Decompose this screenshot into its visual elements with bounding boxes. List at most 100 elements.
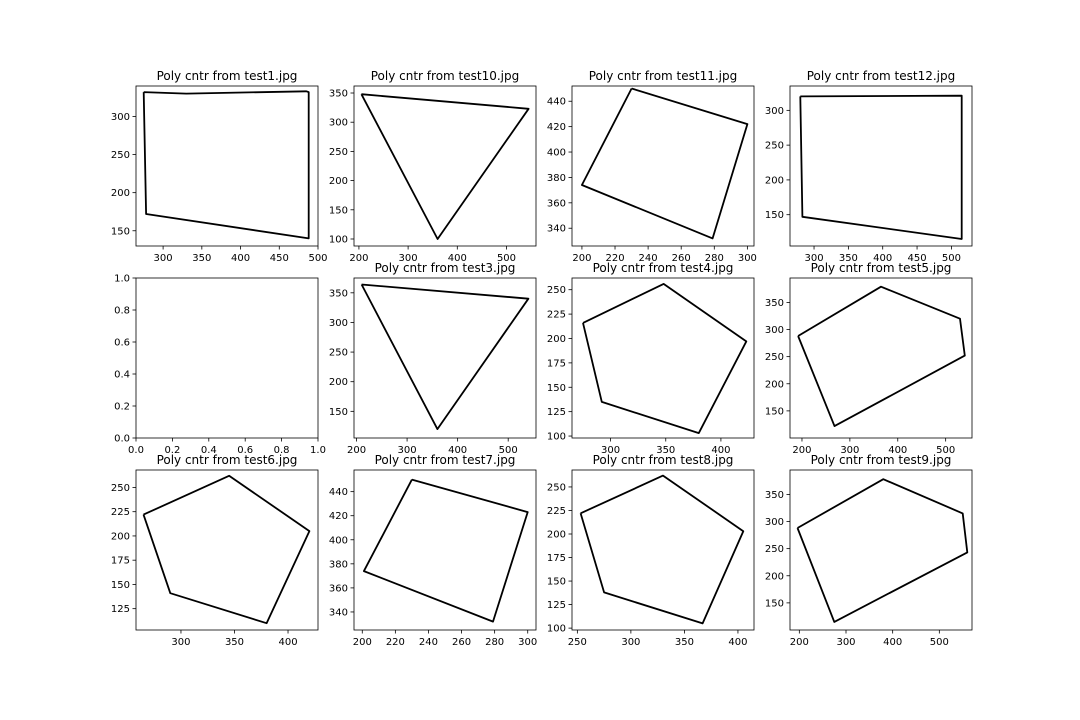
x-tick-label: 220 [386,637,405,648]
y-tick-label: 0.2 [114,402,130,413]
axes-frame [353,277,537,439]
y-tick-label: 400 [547,148,566,159]
x-tick-label: 350 [225,637,244,648]
x-tick-label: 400 [711,445,730,456]
y-tick-label: 250 [329,147,348,158]
y-tick-label: 440 [329,487,348,498]
y-tick-label: 225 [547,310,566,321]
polygon-contour-line [360,93,530,240]
x-tick-label: 200 [792,445,811,456]
y-tick-label: 150 [547,383,566,394]
subplot-7: Poly cntr from test4.jpg 300 350 400 100 125 1… [547,261,755,456]
x-tick-label: 300 [738,253,757,264]
y-tick-label: 0.8 [114,306,130,317]
y-tick-label: 350 [765,298,784,309]
axes-frame [135,469,319,631]
y-tick-label: 150 [547,577,566,588]
y-tick-label: 100 [547,432,566,443]
y-tick-label: 300 [765,325,784,336]
subplot-title: Poly cntr from test3.jpg [375,261,516,275]
x-tick-label: 500 [497,253,516,264]
x-tick-label: 500 [942,253,961,264]
x-tick-label: 400 [883,637,902,648]
subplot-title: Poly cntr from test11.jpg [589,69,738,83]
y-tick-label: 250 [547,285,566,296]
y-tick-label: 380 [329,559,348,570]
y-tick-label: 150 [329,407,348,418]
x-tick-label: 280 [705,253,724,264]
x-tick-label: 0.8 [274,445,290,456]
y-tick-label: 225 [547,506,566,517]
x-tick-label: 350 [192,253,211,264]
subplot-title: Poly cntr from test12.jpg [807,69,956,83]
y-tick-label: 200 [765,175,784,186]
y-tick-label: 150 [765,210,784,221]
y-tick-label: 250 [329,348,348,359]
polygon-contour-line [796,478,969,623]
y-tick-label: 200 [547,334,566,345]
subplot-11: Poly cntr from test8.jpg 250 300 350 400 100 1… [547,453,755,648]
subplot-5: 0.0 0.2 0.4 0.6 0.8 1.0 0.0 0.2 0.4 0.6 0.8 1.0 [114,274,326,457]
subplot-title: Poly cntr from test4.jpg [593,261,734,275]
y-tick-label: 250 [111,150,130,161]
y-tick-label: 440 [547,97,566,108]
x-tick-label: 400 [278,637,297,648]
y-tick-label: 200 [765,379,784,390]
polygon-contour-line [362,478,529,623]
y-tick-label: 1.0 [114,274,130,285]
subplot-4: Poly cntr from test12.jpg 300 350 400 450 500… [765,69,973,264]
subplot-title: Poly cntr from test7.jpg [375,453,516,467]
y-tick-label: 0.0 [114,434,130,445]
x-tick-label: 450 [908,253,927,264]
y-tick-label: 350 [329,288,348,299]
y-tick-label: 125 [111,604,130,615]
x-tick-label: 200 [790,637,809,648]
x-tick-label: 300 [836,637,855,648]
y-tick-label: 340 [329,607,348,618]
x-tick-label: 200 [353,637,372,648]
y-tick-label: 250 [765,352,784,363]
x-tick-label: 300 [601,445,620,456]
x-tick-label: 300 [154,253,173,264]
axes-frame [789,277,973,439]
x-tick-label: 250 [568,637,587,648]
subplot-12: Poly cntr from test9.jpg 200 300 400 500 150 2… [765,453,973,648]
x-tick-label: 0.4 [201,445,217,456]
x-tick-label: 300 [171,637,190,648]
y-tick-label: 300 [329,318,348,329]
x-tick-label: 400 [888,445,907,456]
y-tick-label: 150 [329,205,348,216]
y-tick-label: 0.4 [114,370,130,381]
x-tick-label: 0.2 [164,445,180,456]
axes-frame [571,277,755,439]
x-tick-label: 200 [572,253,591,264]
y-tick-label: 380 [547,173,566,184]
axes-frame [135,85,319,247]
polygon-contour-line [582,282,748,435]
polygon-contour-line [799,94,963,240]
subplot-10: Poly cntr from test7.jpg 200 220 240 260 280 3… [329,453,537,648]
x-tick-label: 400 [448,445,467,456]
y-tick-label: 200 [329,176,348,187]
subplot-title: Poly cntr from test6.jpg [157,453,298,467]
y-tick-label: 300 [329,118,348,129]
y-tick-label: 200 [111,531,130,542]
y-tick-label: 125 [547,600,566,611]
axes-frame [789,469,973,631]
x-tick-label: 300 [621,637,640,648]
subplot-title: Poly cntr from test8.jpg [593,453,734,467]
x-tick-label: 500 [308,253,327,264]
polygon-contour-line [142,90,310,240]
y-tick-label: 420 [547,122,566,133]
y-tick-label: 250 [765,141,784,152]
x-tick-label: 450 [270,253,289,264]
y-tick-label: 150 [111,226,130,237]
x-tick-label: 0.0 [128,445,144,456]
y-tick-label: 340 [547,224,566,235]
y-tick-label: 420 [329,511,348,522]
axes-frame [571,469,755,631]
axes-frame [571,85,755,247]
subplot-title: Poly cntr from test9.jpg [811,453,952,467]
y-tick-label: 300 [111,112,130,123]
subplot-1: Poly cntr from test1.jpg 300 350 400 450 500 1… [111,69,328,264]
